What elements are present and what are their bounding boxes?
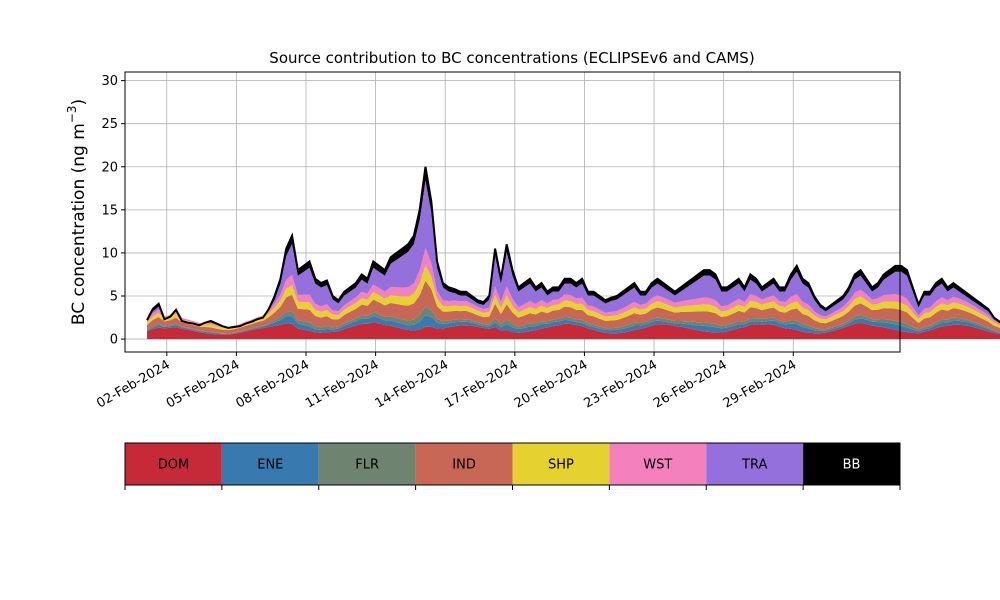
legend-swatch-ind [415, 443, 513, 485]
y-tick-label: 15 [101, 203, 118, 218]
legend-label-tra: TRA [741, 458, 767, 473]
y-tick-label: 20 [101, 160, 118, 175]
y-axis-label-exponent: −3 [65, 105, 79, 123]
stacked-areas [146, 166, 1000, 340]
y-axis: 0 5 10 15 20 25 30 [101, 74, 125, 348]
legend-colorbar: DOM ENE FLR IND SHP WST TRA BB [124, 442, 901, 490]
legend-label-dom: DOM [158, 458, 189, 473]
area-bb [147, 166, 1000, 327]
legend-swatch-tra [706, 443, 804, 485]
total-line [146, 166, 1000, 329]
y-tick-label: 5 [110, 290, 118, 305]
y-axis-label-main: BC concentration (ng m [69, 123, 89, 325]
y-tick-label: 25 [101, 117, 118, 132]
legend-swatch-bb [803, 443, 900, 485]
y-tick-label: 0 [110, 333, 118, 348]
chart-title: Source contribution to BC concentrations… [269, 49, 754, 67]
legend-swatch-dom [125, 443, 222, 485]
y-axis-label-close: ) [69, 99, 89, 106]
area-tra [147, 180, 1000, 327]
legend-swatch-ene [221, 443, 319, 485]
legend-label-shp: SHP [548, 458, 574, 473]
y-tick-label: 10 [101, 246, 118, 261]
legend-label-ene: ENE [257, 458, 283, 473]
area-ene [147, 315, 1000, 335]
legend-label-wst: WST [643, 458, 672, 473]
area-dom [147, 322, 1000, 340]
y-tick-label: 30 [101, 74, 118, 89]
plot-frame [124, 71, 901, 353]
legend-swatch-wst [609, 443, 707, 485]
area-flr [147, 306, 1000, 335]
legend-swatch-flr [318, 443, 416, 485]
legend-label-ind: IND [452, 458, 476, 473]
legend-label-flr: FLR [355, 458, 379, 473]
area-ind [147, 280, 1000, 334]
legend-label-bb: BB [843, 458, 861, 473]
legend-swatch-shp [512, 443, 610, 485]
y-axis-label: BC concentration (ng m−3) [65, 99, 89, 325]
